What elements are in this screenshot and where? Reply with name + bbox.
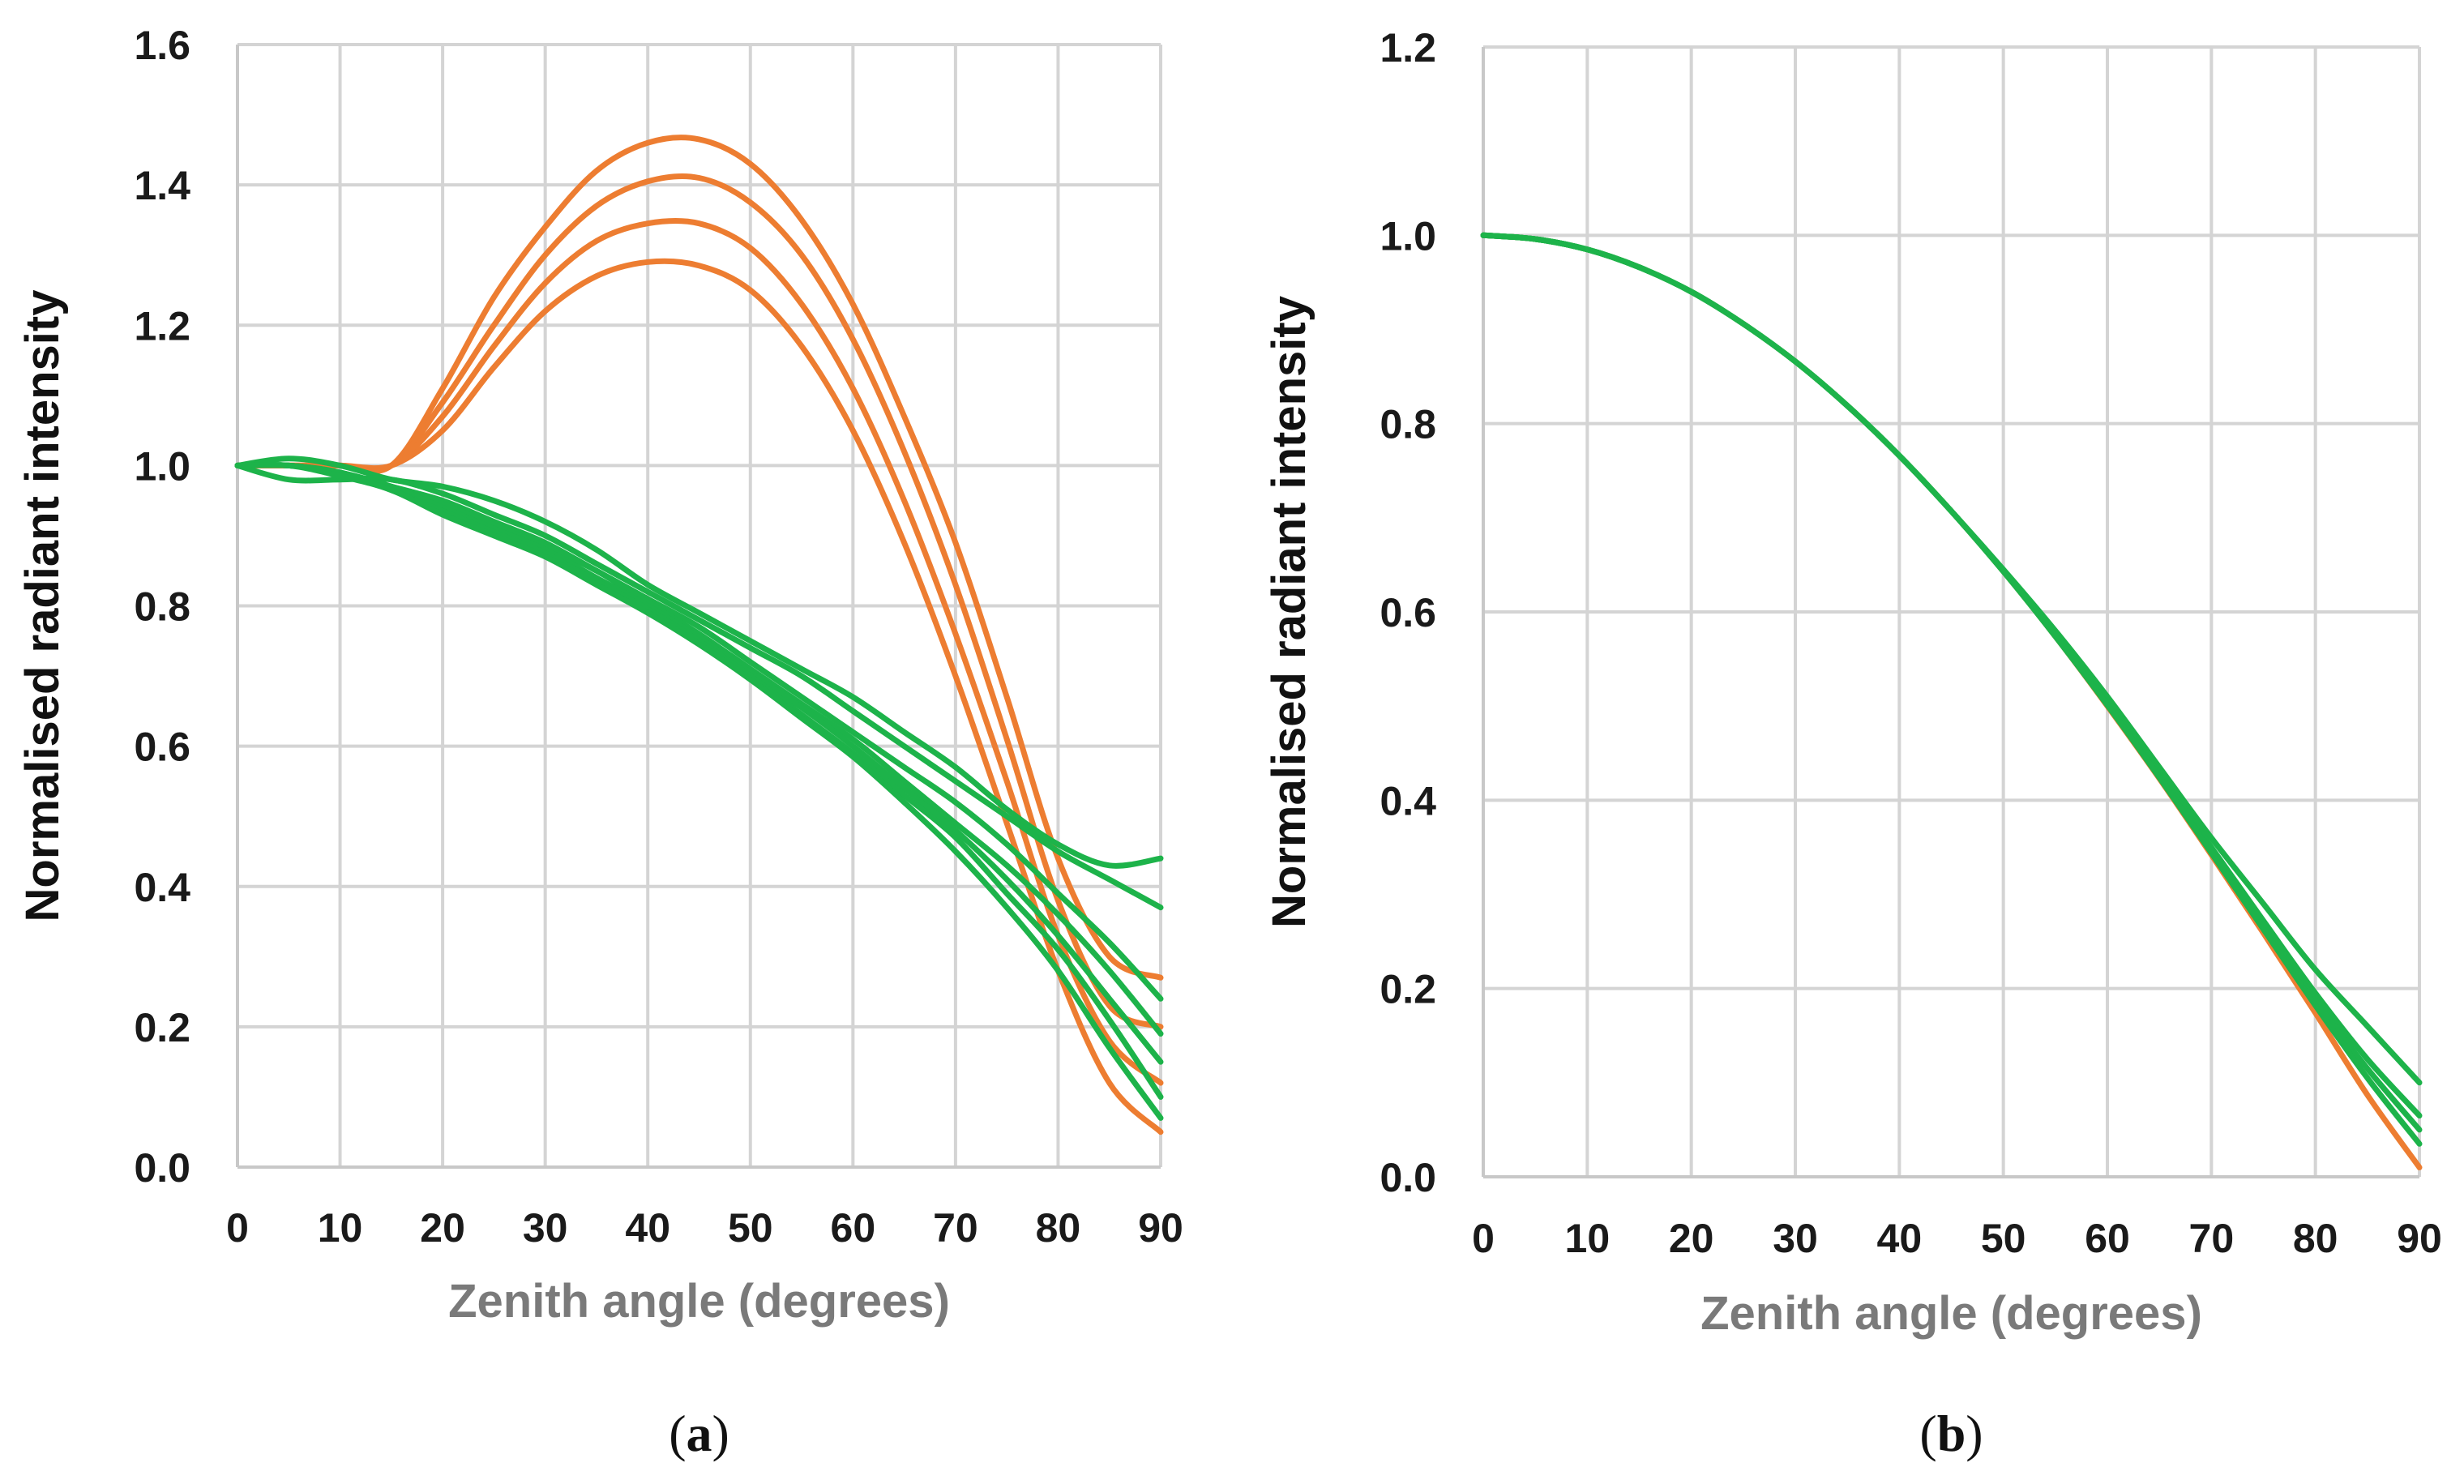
y-tick-label: 1.6 xyxy=(134,23,190,68)
x-tick-label: 0 xyxy=(1472,1216,1495,1261)
y-tick-label: 0.4 xyxy=(134,865,190,910)
x-tick-label: 30 xyxy=(523,1205,568,1251)
chart-panel-b: 0.0 0.2 0.4 0.6 0.8 1.0 1.2 0 10 20 30 40 50 60 70 80 90… xyxy=(1263,25,2442,1462)
x-tick-label: 70 xyxy=(933,1205,978,1251)
x-tick-label: 20 xyxy=(420,1205,465,1251)
gridlines xyxy=(237,43,1162,1167)
x-tick-label: 30 xyxy=(1773,1216,1818,1261)
y-tick-label: 0.8 xyxy=(1380,402,1436,447)
x-tick-label: 10 xyxy=(318,1205,363,1251)
x-tick-label: 0 xyxy=(226,1205,249,1251)
y-tick-label: 0.6 xyxy=(1380,590,1436,635)
series-line-orange-2 xyxy=(234,173,1164,1030)
panel-letter: b xyxy=(1937,1405,1966,1462)
series-line-green-1 xyxy=(234,455,1164,869)
series-line-green-5 xyxy=(234,462,1164,1065)
series-group xyxy=(1480,232,2423,1170)
y-tick-label: 1.0 xyxy=(1380,213,1436,259)
x-tick-label: 40 xyxy=(1877,1216,1923,1261)
panel-label: (a) xyxy=(669,1405,729,1462)
series-line-green-2 xyxy=(1480,232,2423,1118)
series-line-green-3 xyxy=(1480,232,2423,1133)
y-tick-label: 1.4 xyxy=(134,163,190,208)
gridlines xyxy=(1483,45,2421,1177)
x-tick-label: 20 xyxy=(1669,1216,1714,1261)
panel-letter: a xyxy=(687,1405,712,1462)
y-axis-title: Normalised radiant intensity xyxy=(1263,296,1315,928)
x-tick-label: 80 xyxy=(1036,1205,1081,1251)
x-tick-label: 90 xyxy=(2397,1216,2442,1261)
y-tick-label: 0.2 xyxy=(134,1005,190,1050)
x-tick-label: 50 xyxy=(728,1205,773,1251)
x-axis-title: Zenith angle (degrees) xyxy=(448,1275,950,1328)
series-line-green-3 xyxy=(234,462,1164,1002)
x-tick-label: 60 xyxy=(831,1205,876,1251)
y-tick-label: 1.0 xyxy=(134,443,190,489)
y-tick-label: 0.8 xyxy=(134,584,190,630)
y-tick-label: 1.2 xyxy=(1380,25,1436,71)
series-group xyxy=(234,135,1164,1135)
panel-label: (b) xyxy=(1919,1405,1983,1462)
y-axis-title: Normalised radiant intensity xyxy=(16,290,69,922)
x-tick-label: 50 xyxy=(1981,1216,2026,1261)
series-line-green-2 xyxy=(234,462,1164,911)
chart-panel-a: 0.0 0.2 0.4 0.6 0.8 1.0 1.2 1.4 1.6 0 10 20 30 40 50 60… xyxy=(16,23,1183,1462)
series-line-orange-1 xyxy=(234,135,1164,981)
y-tick-label: 1.2 xyxy=(134,303,190,349)
y-tick-label: 0.0 xyxy=(1380,1155,1436,1200)
y-tick-label: 0.2 xyxy=(1380,967,1436,1012)
y-tick-label: 0.0 xyxy=(134,1145,190,1191)
series-line-orange-1 xyxy=(1480,232,2423,1170)
x-tick-label: 90 xyxy=(1138,1205,1183,1251)
y-tick-label: 0.4 xyxy=(1380,778,1436,823)
series-line-green-4 xyxy=(1480,232,2423,1147)
series-line-green-7 xyxy=(234,461,1164,1121)
series-line-orange-3 xyxy=(234,217,1164,1086)
x-tick-label: 40 xyxy=(625,1205,670,1251)
x-tick-label: 80 xyxy=(2293,1216,2338,1261)
y-tick-label: 0.6 xyxy=(134,725,190,770)
x-tick-label: 60 xyxy=(2085,1216,2130,1261)
x-tick-label: 70 xyxy=(2189,1216,2235,1261)
x-axis-title: Zenith angle (degrees) xyxy=(1700,1287,2202,1340)
x-tick-label: 10 xyxy=(1565,1216,1611,1261)
series-line-orange-4 xyxy=(234,258,1164,1135)
